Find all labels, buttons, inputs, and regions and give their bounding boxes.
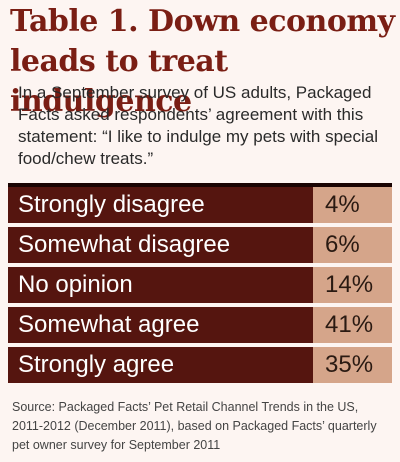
cell-divider [308,347,313,383]
row-label: Somewhat agree [8,307,308,343]
table-row: No opinion 14% [8,267,392,303]
row-value: 6% [313,227,392,263]
table-title: Table 1. Down economy leads to treat ind… [10,4,395,119]
row-value: 4% [313,187,392,223]
cell-divider [308,267,313,303]
cell-divider [308,187,313,223]
row-value: 14% [313,267,392,303]
intro-text: In a September survey of US adults, Pack… [18,83,378,168]
row-value: 41% [313,307,392,343]
source-note: Source: Packaged Facts’ Pet Retail Chann… [12,400,377,452]
table-row: Somewhat agree 41% [8,307,392,343]
table-row: Strongly disagree 4% [8,187,392,223]
row-label: Strongly disagree [8,187,308,223]
row-value: 35% [313,347,392,383]
table-row: Strongly agree 35% [8,347,392,383]
survey-table: Strongly disagree 4% Somewhat disagree 6… [8,183,392,387]
row-label: Strongly agree [8,347,308,383]
table-row: Somewhat disagree 6% [8,227,392,263]
row-label: Somewhat disagree [8,227,308,263]
cell-divider [308,227,313,263]
cell-divider [308,307,313,343]
row-label: No opinion [8,267,308,303]
